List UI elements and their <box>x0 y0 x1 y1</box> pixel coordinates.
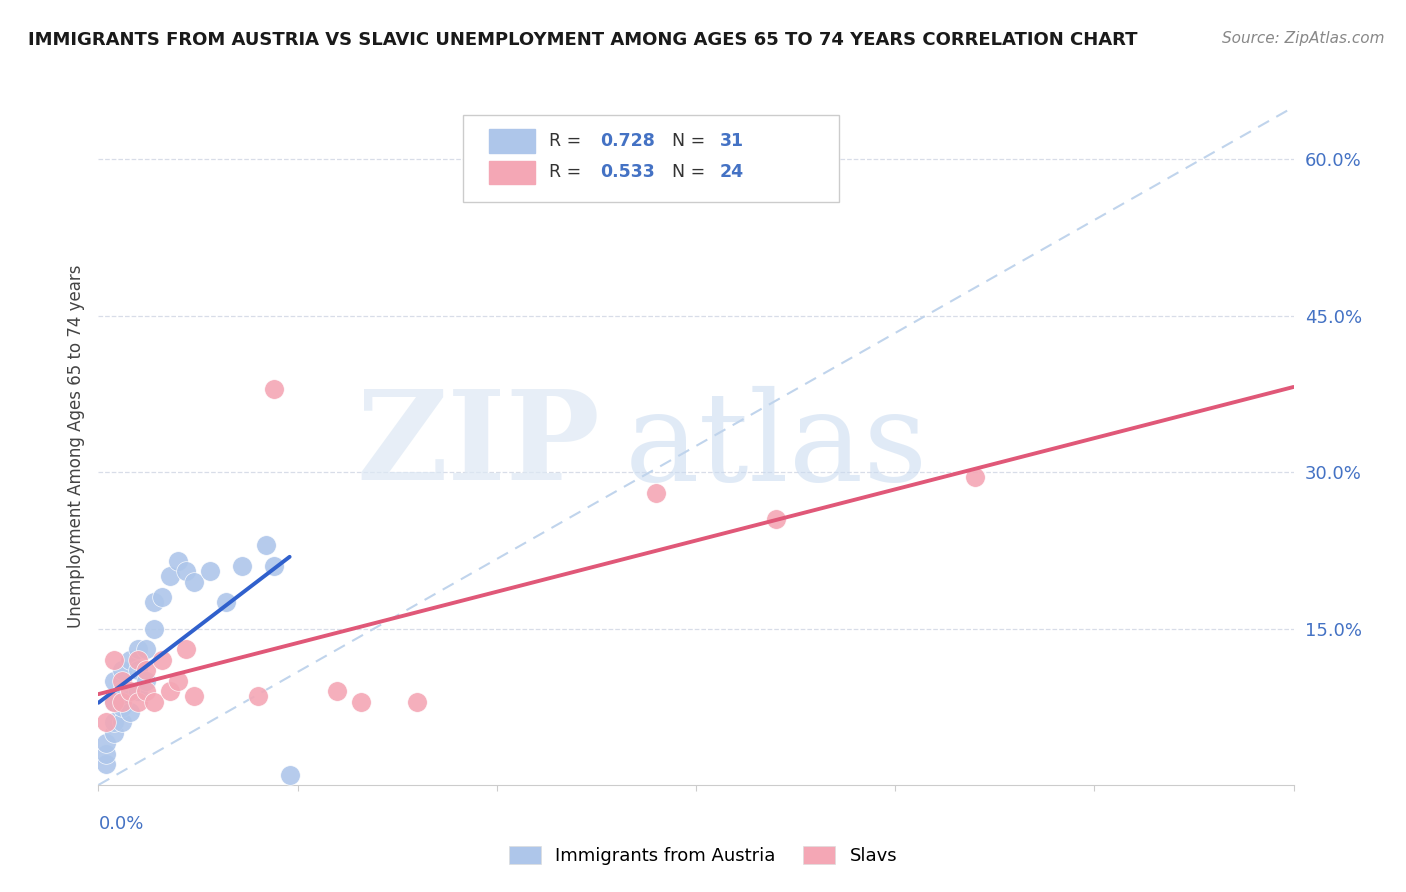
Point <box>135 663 157 677</box>
Point <box>120 653 142 667</box>
Point <box>183 574 205 589</box>
Y-axis label: Unemployment Among Ages 65 to 74 years: Unemployment Among Ages 65 to 74 years <box>66 264 84 628</box>
Text: 0.728: 0.728 <box>600 132 655 150</box>
Point <box>183 690 205 704</box>
Point <box>103 715 125 730</box>
Point <box>143 694 166 708</box>
Point <box>406 694 429 708</box>
Point <box>127 653 149 667</box>
Point <box>111 663 134 677</box>
Point <box>159 569 181 583</box>
Point <box>103 694 125 708</box>
Point <box>246 690 269 704</box>
Point <box>103 673 125 688</box>
Point <box>127 694 149 708</box>
Point <box>765 512 787 526</box>
Text: 0.533: 0.533 <box>600 163 655 181</box>
Text: R =: R = <box>548 163 586 181</box>
Text: ZIP: ZIP <box>357 385 600 507</box>
Point <box>135 673 157 688</box>
Point <box>96 757 118 772</box>
Point <box>198 564 221 578</box>
Point <box>143 595 166 609</box>
Point <box>120 705 142 719</box>
Point <box>96 715 118 730</box>
Point <box>127 684 149 698</box>
Point <box>103 694 125 708</box>
Point <box>120 684 142 698</box>
Bar <box>489 129 534 153</box>
Text: 0.0%: 0.0% <box>98 815 143 833</box>
Point <box>167 554 190 568</box>
Text: 24: 24 <box>720 163 744 181</box>
Point <box>167 673 190 688</box>
Point <box>150 591 173 605</box>
Text: N =: N = <box>672 163 711 181</box>
Point <box>111 673 134 688</box>
Point <box>254 538 277 552</box>
Point <box>645 486 668 500</box>
FancyBboxPatch shape <box>463 115 839 202</box>
Point <box>174 564 197 578</box>
Point <box>103 726 125 740</box>
Point <box>278 767 301 781</box>
Text: Source: ZipAtlas.com: Source: ZipAtlas.com <box>1222 31 1385 46</box>
Point <box>111 684 134 698</box>
Point <box>96 736 118 750</box>
Point <box>963 470 986 484</box>
Point <box>103 653 125 667</box>
Point <box>150 653 173 667</box>
Point <box>215 595 238 609</box>
Point <box>135 642 157 657</box>
Text: 31: 31 <box>720 132 744 150</box>
Text: R =: R = <box>548 132 586 150</box>
Point <box>174 642 197 657</box>
Point <box>111 694 134 708</box>
Point <box>96 747 118 761</box>
Point <box>326 684 349 698</box>
Legend: Immigrants from Austria, Slavs: Immigrants from Austria, Slavs <box>499 837 907 874</box>
Point <box>111 715 134 730</box>
Point <box>143 622 166 636</box>
Point <box>127 663 149 677</box>
Point <box>159 684 181 698</box>
Point <box>127 642 149 657</box>
Point <box>263 558 285 573</box>
Bar <box>489 161 534 185</box>
Text: N =: N = <box>672 132 711 150</box>
Text: IMMIGRANTS FROM AUSTRIA VS SLAVIC UNEMPLOYMENT AMONG AGES 65 TO 74 YEARS CORRELA: IMMIGRANTS FROM AUSTRIA VS SLAVIC UNEMPL… <box>28 31 1137 49</box>
Point <box>111 699 134 714</box>
Point <box>263 382 285 396</box>
Text: atlas: atlas <box>624 385 928 507</box>
Point <box>350 694 373 708</box>
Point <box>231 558 253 573</box>
Point <box>135 684 157 698</box>
